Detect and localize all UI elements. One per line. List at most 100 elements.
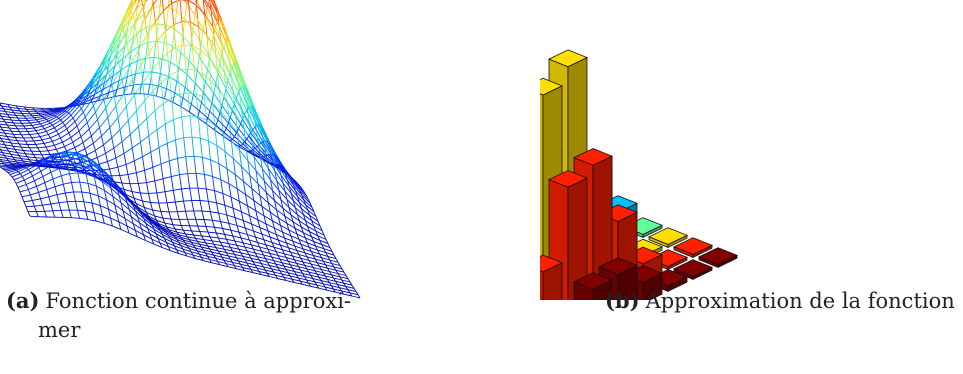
mesh-line bbox=[147, 228, 151, 234]
mesh-line bbox=[236, 245, 240, 250]
mesh-line bbox=[345, 285, 355, 289]
mesh-line bbox=[303, 214, 306, 221]
mesh-line bbox=[282, 182, 292, 194]
mesh-line bbox=[227, 117, 231, 124]
mesh-line bbox=[27, 156, 36, 159]
mesh-line bbox=[135, 210, 138, 217]
mesh-line bbox=[138, 126, 141, 143]
mesh-line bbox=[156, 191, 166, 194]
mesh-line bbox=[209, 45, 212, 58]
mesh-line bbox=[56, 125, 66, 132]
mesh-line bbox=[106, 92, 110, 99]
mesh-line bbox=[158, 227, 167, 234]
mesh-line bbox=[113, 48, 117, 54]
mesh-line bbox=[307, 225, 317, 232]
mesh-line bbox=[317, 235, 327, 240]
mesh-line bbox=[29, 147, 32, 152]
mesh-line bbox=[269, 212, 273, 221]
mesh-line bbox=[235, 66, 245, 88]
mesh-line bbox=[99, 86, 103, 93]
mesh-line bbox=[44, 178, 54, 184]
mesh-line bbox=[134, 156, 143, 162]
mesh-line bbox=[310, 285, 319, 289]
bar bbox=[540, 254, 563, 300]
mesh-line bbox=[104, 190, 114, 197]
mesh-line bbox=[208, 140, 218, 146]
mesh-line bbox=[339, 265, 343, 270]
mesh-line bbox=[137, 236, 146, 241]
mesh-line bbox=[209, 236, 219, 239]
mesh-line bbox=[64, 146, 67, 152]
mesh-line bbox=[0, 137, 10, 141]
mesh-line bbox=[52, 108, 62, 111]
mesh-line bbox=[125, 160, 135, 165]
mesh-line bbox=[223, 46, 233, 69]
mesh-line bbox=[196, 0, 198, 2]
mesh-line bbox=[176, 11, 186, 20]
mesh-line bbox=[114, 89, 118, 97]
mesh-line bbox=[233, 104, 243, 120]
mesh-line bbox=[12, 156, 22, 159]
mesh-line bbox=[241, 111, 251, 128]
mesh-line bbox=[5, 121, 14, 124]
mesh-line bbox=[281, 262, 291, 266]
mesh-line bbox=[71, 157, 81, 162]
mesh-line bbox=[109, 168, 112, 176]
mesh-line bbox=[261, 206, 271, 213]
mesh-line bbox=[29, 121, 39, 124]
mesh-line bbox=[313, 211, 317, 217]
mesh-line bbox=[184, 252, 194, 256]
mesh-line bbox=[257, 256, 266, 260]
mesh-line bbox=[236, 128, 239, 134]
mesh-line bbox=[254, 252, 258, 257]
mesh-line bbox=[275, 263, 279, 268]
mesh-line bbox=[292, 200, 302, 210]
mesh-line bbox=[9, 106, 19, 109]
mesh-line bbox=[176, 249, 179, 254]
mesh-line bbox=[226, 168, 230, 184]
mesh-line bbox=[261, 168, 265, 181]
mesh-line bbox=[215, 119, 219, 126]
mesh-line bbox=[25, 184, 29, 190]
mesh-line bbox=[11, 173, 21, 178]
mesh-line bbox=[23, 179, 27, 185]
mesh-line bbox=[263, 254, 272, 258]
mesh-line bbox=[81, 102, 91, 106]
mesh-line bbox=[142, 6, 146, 20]
mesh-line bbox=[208, 57, 212, 81]
mesh-line bbox=[66, 201, 70, 211]
mesh-line bbox=[14, 166, 23, 170]
mesh-line bbox=[40, 120, 49, 125]
mesh-line bbox=[40, 198, 43, 206]
mesh-line bbox=[290, 251, 299, 255]
mesh-line bbox=[210, 159, 213, 177]
mesh-line bbox=[292, 200, 296, 208]
mesh-line bbox=[279, 270, 283, 275]
mesh-line bbox=[123, 147, 133, 154]
mesh-line bbox=[321, 257, 330, 261]
mesh-line bbox=[140, 135, 150, 143]
mesh-line bbox=[197, 188, 201, 201]
mesh-line bbox=[124, 197, 134, 207]
mesh-line bbox=[186, 2, 196, 16]
mesh-line bbox=[309, 231, 318, 237]
mesh-line bbox=[155, 233, 159, 239]
mesh-line bbox=[113, 29, 123, 49]
mesh-line bbox=[10, 153, 20, 157]
mesh-line bbox=[329, 259, 333, 264]
mesh-line bbox=[175, 44, 185, 48]
mesh-line bbox=[249, 174, 259, 185]
mesh-line bbox=[48, 196, 52, 205]
mesh-line bbox=[294, 207, 298, 215]
mesh-line bbox=[206, 119, 216, 126]
mesh-line bbox=[103, 46, 113, 65]
mesh-line bbox=[265, 192, 275, 201]
mesh-line bbox=[6, 157, 15, 161]
mesh-line bbox=[82, 112, 86, 118]
mesh-line bbox=[243, 220, 252, 225]
mesh-line bbox=[304, 264, 314, 268]
mesh-line bbox=[102, 181, 112, 189]
mesh-line bbox=[245, 144, 249, 161]
mesh-line bbox=[224, 132, 233, 140]
mesh-line bbox=[319, 265, 328, 269]
